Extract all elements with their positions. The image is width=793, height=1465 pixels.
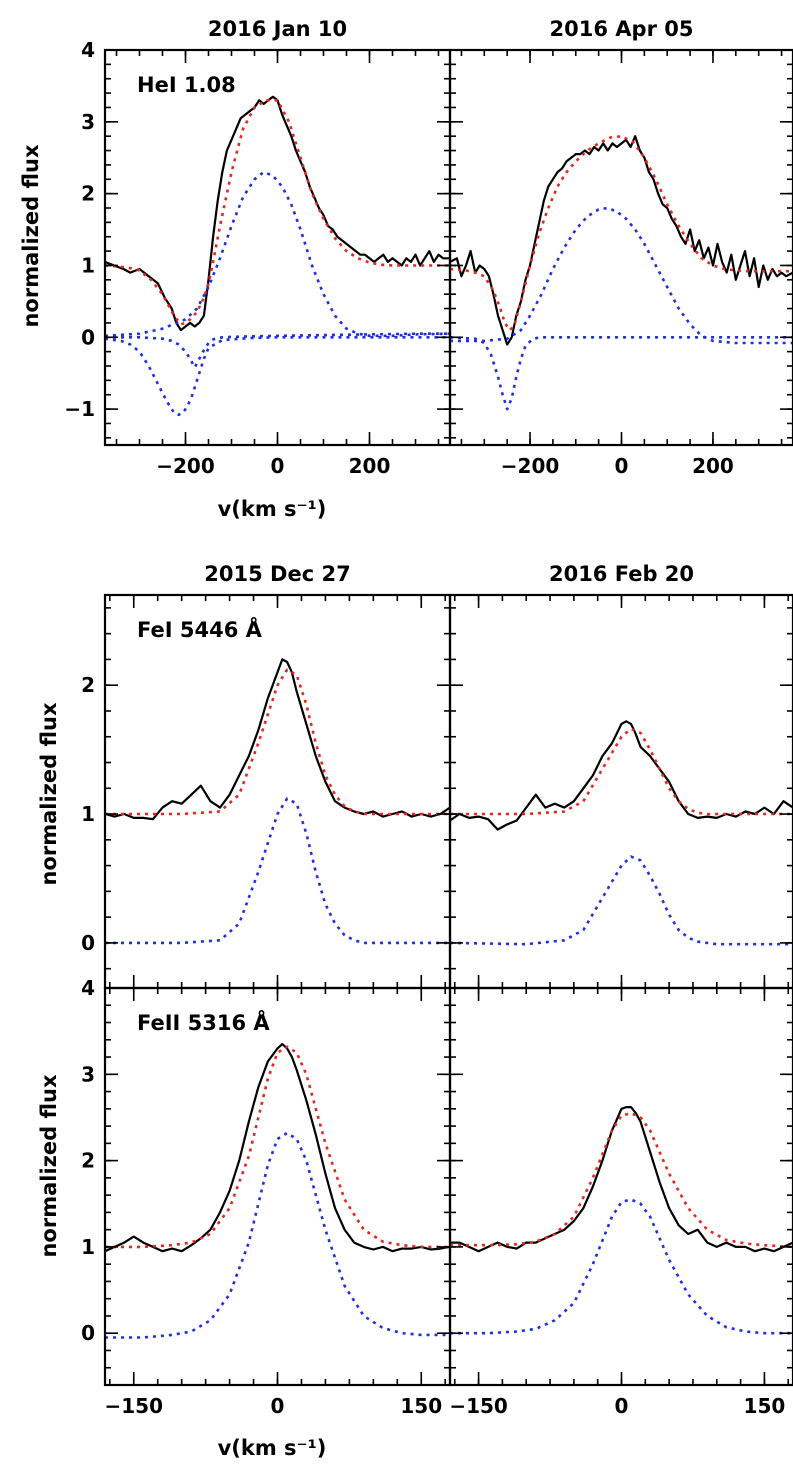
series-group [450,720,793,946]
chart-panel-bottom-right: −150 0 150 [448,986,793,1418]
y-tick-label: 1 [81,802,95,826]
series-line-component-emission [105,797,450,945]
x-tick-label: −200 [501,454,560,478]
y-tick-label: 2 [81,182,95,206]
y-tick-label: 2 [81,673,95,697]
chart-panel-top-left: −200 0 200 −1 0 1 2 3 4 2016 Jan 10 HeI 1.08 [64,17,452,478]
x-tick-label: 0 [615,454,629,478]
panel-title: 2016 Apr 05 [550,17,694,41]
series-line-observed [450,720,793,831]
x-tick-label: −150 [104,1394,163,1418]
x-tick-label: −200 [156,454,215,478]
series-line-observed [105,95,450,332]
series-group [105,1042,450,1339]
series-group [450,134,793,411]
plot-frame [103,593,452,990]
y-tick-label: 0 [81,931,95,955]
series-group [105,95,450,417]
series-line-component-absorption [450,335,793,411]
x-tick-label: 0 [615,1394,629,1418]
panel-title: 2015 Dec 27 [204,562,350,586]
x-tick-label: 0 [271,454,285,478]
line-annotation: HeI 1.08 [137,73,236,97]
series-line-component-absorption [105,335,450,417]
x-tick-label: 0 [271,1394,285,1418]
ylabel-middle: normalized flux [37,702,61,886]
x-tick-label: 200 [692,454,734,478]
y-tick-label: 4 [81,976,95,1000]
chart-panel-bottom-left: −150 0 150 0 1 2 3 4 FeII 5316 Å [81,976,452,1418]
chart-panel-middle-left: 0 1 2 2015 Dec 27 FeI 5446 Å [81,562,452,990]
panel-title: 2016 Feb 20 [549,562,694,586]
series-line-component-emission [105,1131,450,1339]
ylabel-bottom: normalized flux [37,1074,61,1258]
series-line-component-emission [450,855,793,946]
y-tick-label: 2 [81,1149,95,1173]
x-tick-label: 150 [400,1394,442,1418]
line-annotation: FeII 5316 Å [137,1010,270,1035]
series-line-fit-total [450,727,793,816]
x-tick-label: −150 [449,1394,508,1418]
series-line-component-emission [450,206,793,345]
y-tick-label: −1 [64,397,95,421]
plot-frame [448,986,793,1387]
chart-panel-top-right: −200 0 200 2016 Apr 05 [448,17,793,478]
series-line-observed [450,1105,793,1253]
y-tick-label: 4 [81,38,95,62]
panel-title: 2016 Jan 10 [208,17,347,41]
y-tick-label: 3 [81,1062,95,1086]
series-line-fit-total [105,668,450,816]
y-tick-label: 1 [81,253,95,277]
xlabel-top: v(km s⁻¹) [218,497,327,521]
ylabel-top: normalized flux [19,144,43,328]
plot-frame [448,593,793,990]
y-tick-label: 1 [81,1235,95,1259]
series-group [450,1105,793,1335]
series-line-component-absorption [105,332,450,369]
plot-frame [103,48,452,447]
x-tick-label: 200 [349,454,391,478]
line-annotation: FeI 5446 Å [137,617,263,642]
y-tick-label: 3 [81,110,95,134]
x-tick-label: 150 [744,1394,786,1418]
chart-panel-middle-right: 2016 Feb 20 [448,562,793,990]
series-group [105,658,450,945]
series-line-fit-total [450,1111,793,1249]
series-line-observed [105,1042,450,1253]
series-line-component-emission [105,170,450,338]
series-line-component-emission [450,1198,793,1335]
series-line-fit-total [450,134,793,332]
xlabel-bottom: v(km s⁻¹) [218,1436,327,1460]
y-tick-label: 0 [81,325,95,349]
series-line-observed [450,135,793,346]
y-tick-label: 0 [81,1321,95,1345]
series-line-fit-total [105,1045,450,1249]
series-line-fit-total [105,99,450,326]
